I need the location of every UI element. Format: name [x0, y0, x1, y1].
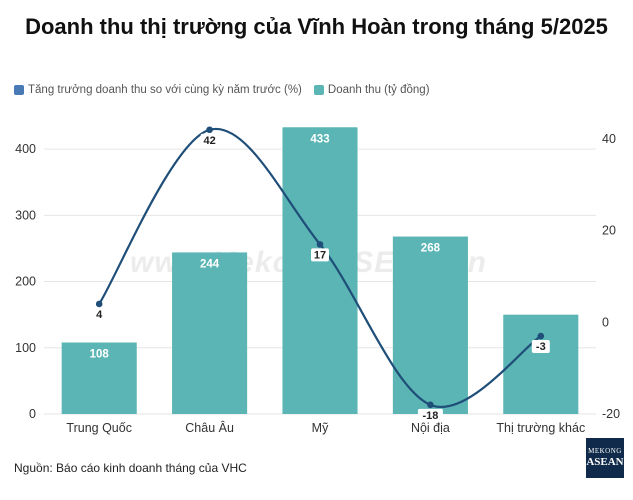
- x-tick-label: Nội địa: [411, 421, 450, 435]
- legend-swatch-revenue: [313, 85, 324, 95]
- y-right-tick-label: 40: [602, 132, 616, 146]
- growth-point: [95, 300, 103, 308]
- y-left-tick-label: 200: [15, 275, 36, 289]
- y-left-tick-label: 400: [15, 142, 36, 156]
- x-tick-label: Thị trường khác: [496, 421, 585, 435]
- source-note: Nguồn: Báo cáo kinh doanh tháng của VHC: [14, 461, 247, 475]
- legend-item-revenue[interactable]: Doanh thu (tỷ đồng): [313, 84, 430, 96]
- bar: [61, 342, 137, 414]
- mekong-asean-logo: MEKONG ASEAN: [586, 438, 624, 478]
- logo-line1: MEKONG: [588, 447, 622, 455]
- chart-title: Doanh thu thị trường của Vĩnh Hoàn trong…: [25, 14, 608, 39]
- y-right-tick-label: 0: [602, 315, 609, 329]
- logo-line2: ASEAN: [586, 456, 624, 468]
- y-right-tick-label: -20: [602, 407, 620, 421]
- y-right-tick-label: 20: [602, 224, 616, 238]
- x-tick-label: Mỹ: [312, 421, 329, 435]
- growth-point: [316, 241, 324, 248]
- bar: [282, 127, 358, 414]
- legend-swatch-growth: [14, 85, 24, 95]
- x-tick-label: Trung Quốc: [66, 421, 132, 435]
- growth-value-label: 42: [203, 135, 215, 147]
- growth-value-label: 17: [314, 249, 326, 261]
- bar: [392, 236, 468, 414]
- growth-value-label: -18: [422, 410, 438, 422]
- legend-item-growth[interactable]: Tăng trưởng doanh thu so với cùng kỳ năm…: [14, 84, 302, 96]
- y-left-tick-label: 300: [15, 208, 36, 222]
- growth-label-bg: [531, 340, 550, 354]
- growth-label-bg: [311, 248, 329, 262]
- bar: [503, 314, 579, 414]
- y-left-tick-label: 100: [15, 341, 36, 355]
- growth-point: [427, 401, 434, 409]
- bar-value-label: 433: [310, 133, 329, 145]
- bar-value-label: 268: [421, 243, 441, 255]
- growth-point: [537, 332, 545, 340]
- growth-label-bg: [93, 307, 105, 321]
- growth-value-label: -3: [536, 341, 546, 353]
- bar-value-label: 108: [90, 348, 110, 360]
- growth-label-bg: [200, 133, 219, 147]
- bar-value-label: 244: [200, 258, 220, 270]
- legend-label-growth: Tăng trưởng doanh thu so với cùng kỳ năm…: [28, 84, 302, 96]
- growth-point: [206, 126, 213, 134]
- bar: [172, 252, 248, 414]
- growth-label-bg: [417, 408, 443, 422]
- legend-label-revenue: Doanh thu (tỷ đồng): [327, 84, 430, 96]
- growth-value-label: 4: [96, 309, 103, 321]
- x-tick-label: Châu Âu: [185, 420, 234, 435]
- y-left-tick-label: 0: [29, 407, 36, 421]
- chart-legend: Tăng trưởng doanh thu so với cùng kỳ năm…: [14, 84, 436, 96]
